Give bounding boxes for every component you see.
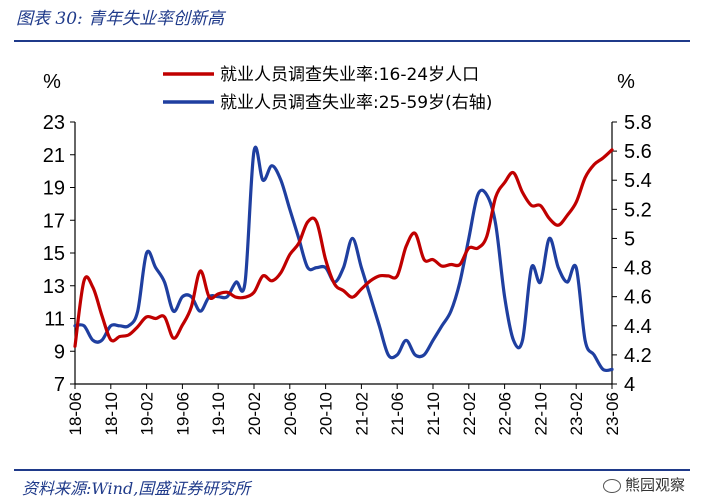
right-tick-label: 4.6 (624, 287, 652, 309)
left-tick-label: 21 (43, 145, 65, 167)
x-tick-label: 23-02 (567, 392, 586, 435)
x-tick-label: 19-02 (138, 392, 157, 435)
right-tick-label: 5.4 (624, 170, 652, 192)
left-tick-label: 17 (43, 210, 65, 232)
x-tick-label: 21-06 (388, 392, 407, 435)
left-tick-label: 19 (43, 178, 65, 200)
watermark-text: 熊园观察 (624, 476, 685, 494)
x-tick-label: 21-10 (424, 392, 443, 435)
footer-rule (14, 469, 690, 471)
watermark: 熊园观察 (602, 474, 685, 495)
right-tick-label: 4.8 (624, 258, 652, 280)
x-tick-label: 21-02 (352, 392, 371, 435)
right-tick-label: 5.8 (624, 112, 652, 134)
series-line-16-24 (73, 148, 614, 348)
left-tick-label: 9 (54, 341, 65, 363)
x-tick-label: 18-10 (102, 392, 121, 435)
series-line-25-59 (73, 145, 614, 373)
x-tick-label: 23-06 (603, 392, 622, 435)
x-tick-label: 22-02 (460, 392, 479, 435)
left-axis-unit: % (43, 71, 61, 93)
wechat-icon (602, 478, 621, 493)
left-tick-label: 23 (43, 112, 65, 134)
left-tick-label: 7 (54, 374, 65, 396)
x-tick-label: 19-06 (173, 392, 192, 435)
right-tick-label: 5 (624, 228, 635, 250)
x-tick-label: 18-06 (66, 392, 85, 435)
source-note: 资料来源:Wind,国盛证券研究所 (22, 479, 251, 498)
right-tick-label: 5.6 (624, 141, 652, 163)
x-tick-label: 22-10 (531, 392, 550, 435)
right-tick-label: 5.2 (624, 199, 652, 221)
x-tick-label: 20-02 (245, 392, 264, 435)
left-tick-label: 13 (43, 276, 65, 298)
x-tick-label: 20-06 (281, 392, 300, 435)
right-tick-label: 4.2 (624, 345, 652, 367)
title-rule (14, 40, 690, 42)
right-tick-label: 4 (624, 374, 635, 396)
legend-label-16-24: 就业人员调查失业率:16-24岁人口 (220, 65, 479, 85)
x-tick-label: 19-10 (209, 392, 228, 435)
legend-label-25-59: 就业人员调查失业率:25-59岁(右轴) (220, 93, 492, 113)
left-tick-label: 11 (44, 309, 65, 331)
x-tick-label: 22-06 (496, 392, 515, 435)
right-axis-unit: % (617, 71, 635, 93)
left-tick-label: 15 (43, 243, 65, 265)
right-tick-label: 4.4 (624, 316, 652, 338)
x-tick-label: 20-10 (317, 392, 336, 435)
figure-title: 图表 30: 青年失业率创新高 (16, 9, 225, 29)
line-chart: % % 7 9 11 13 15 17 19 21 23 4 4.2 4.4 4.6 4.8 5 5.2 5.4 5.… (43, 65, 652, 435)
